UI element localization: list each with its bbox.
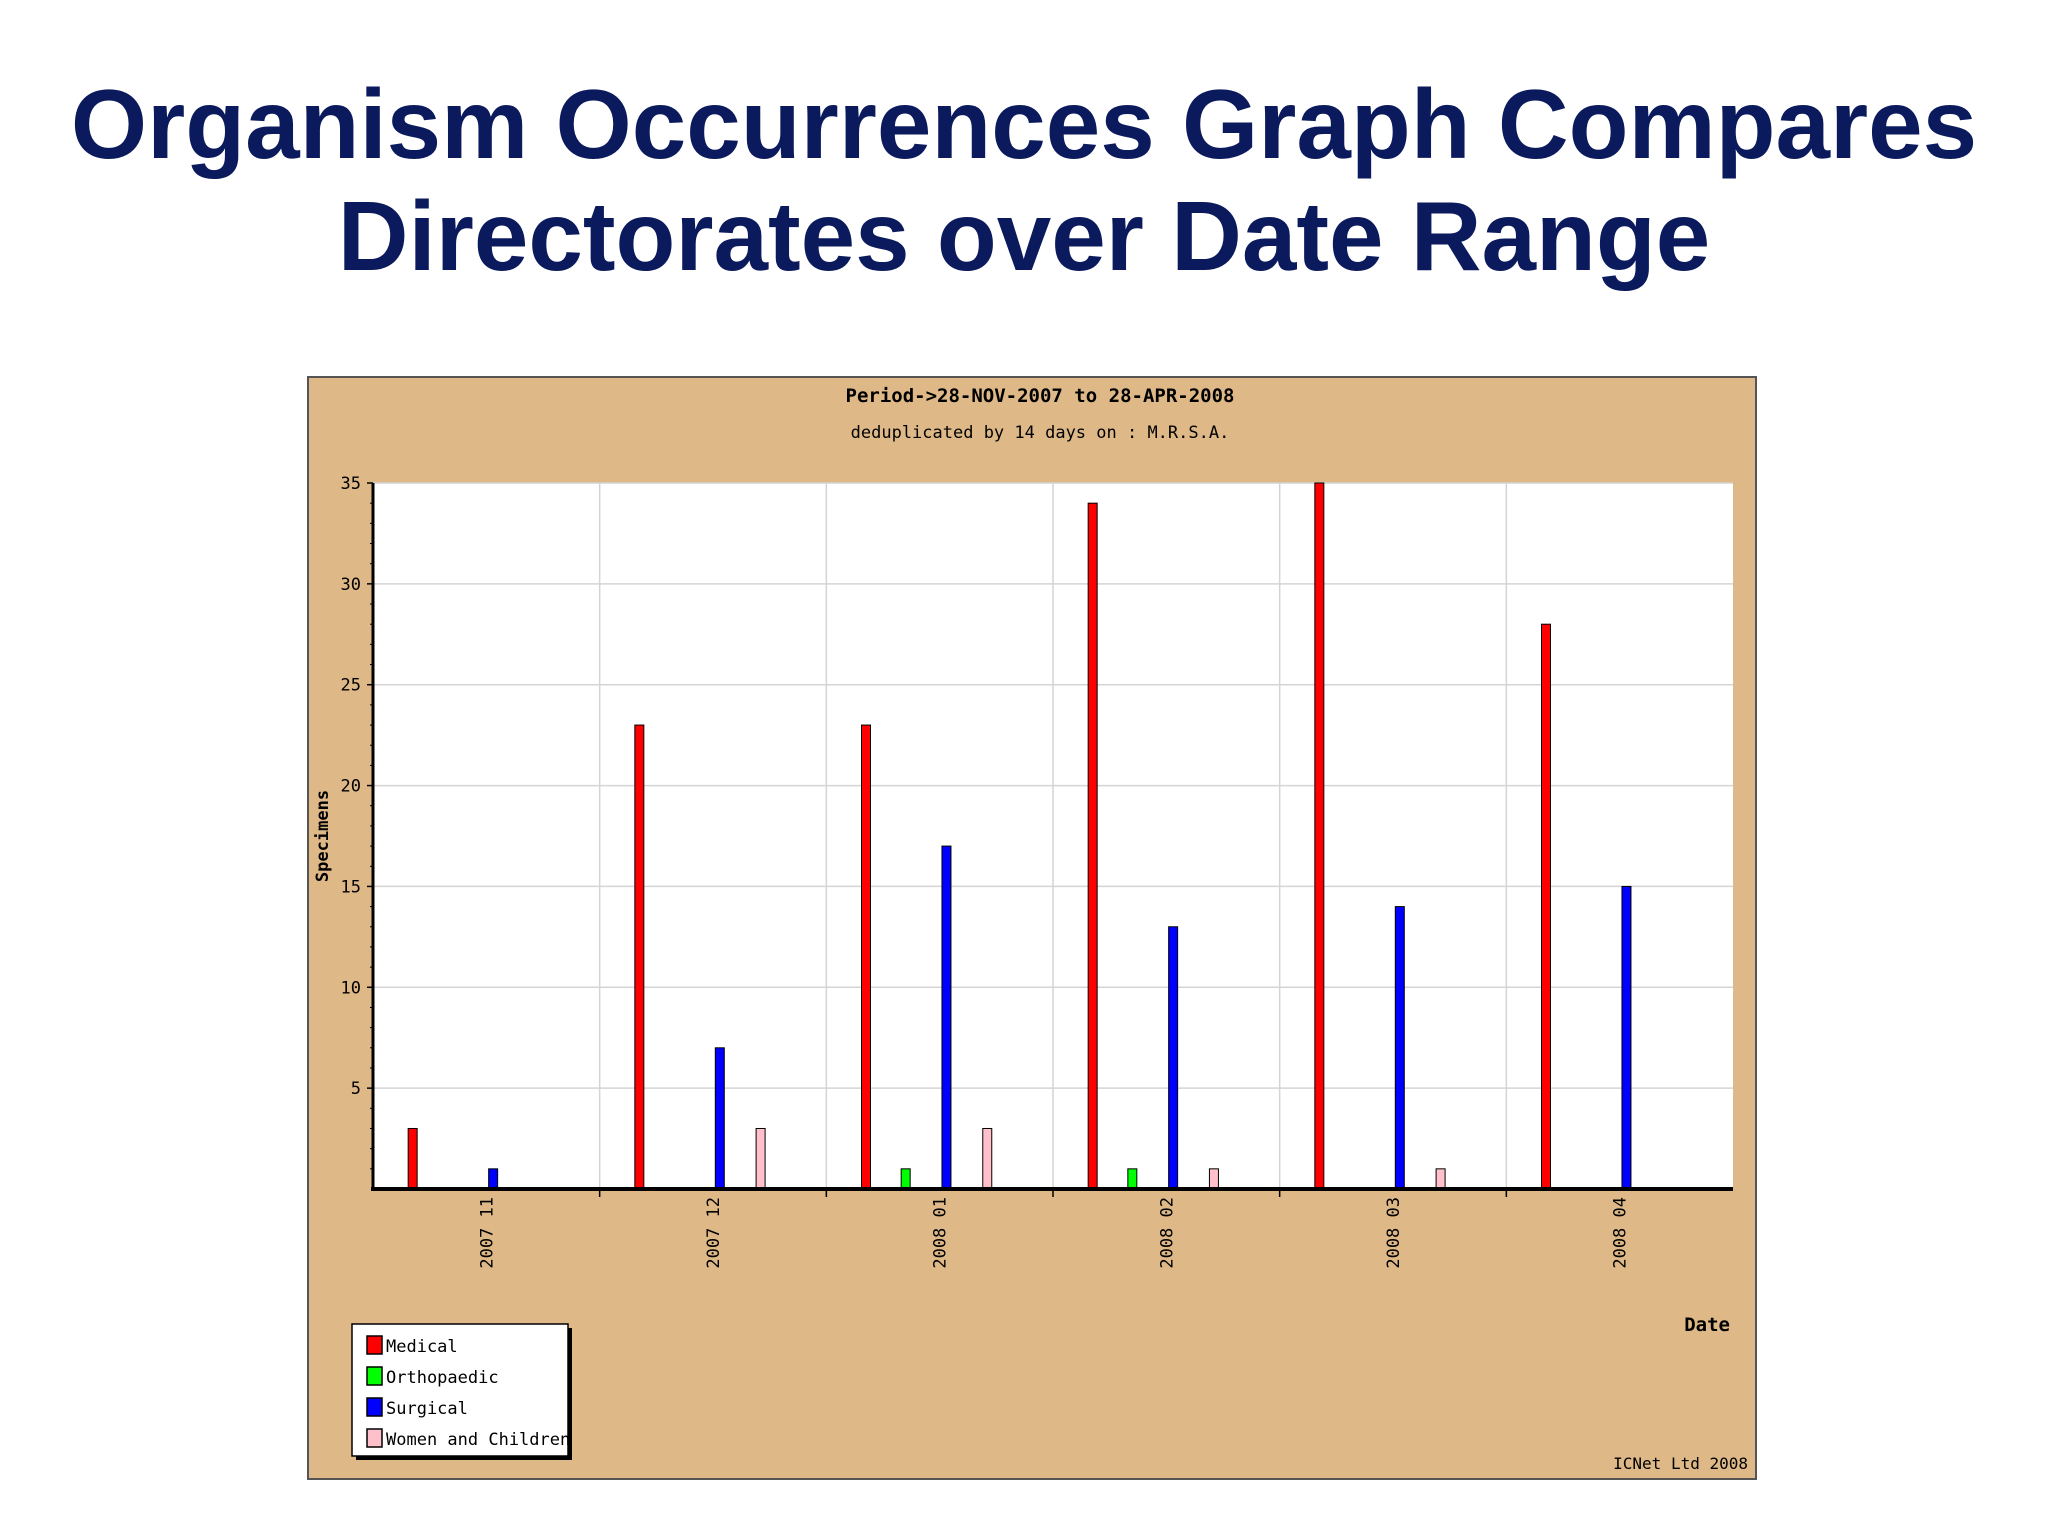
bar-medical [1087, 502, 1098, 1190]
x-axis-label: Date [1684, 1314, 1730, 1336]
bar-surgical [1394, 906, 1405, 1190]
legend-swatch [366, 1428, 383, 1448]
chart-credit: ICNet Ltd 2008 [1613, 1454, 1748, 1473]
legend-swatch [366, 1397, 383, 1417]
bar-orthopaedic [1127, 1168, 1138, 1190]
legend-items: Medical Orthopaedic Surgical Women and Chil… [366, 1335, 570, 1450]
x-tick-layer: 2007 11 2007 12 2008 01 2008 02 2008 03 2008 … [477, 1189, 1631, 1269]
x-tick-label: 2007 12 [704, 1197, 724, 1269]
bar-surgical [941, 845, 952, 1190]
y-axis-label: Specimens [313, 790, 333, 882]
bar-women-and-children [982, 1127, 993, 1190]
slide-title-line-2: Directorates over Date Range [337, 181, 1711, 291]
bar-surgical [488, 1168, 499, 1190]
y-tick-label: 5 [351, 1079, 361, 1099]
legend-label: Orthopaedic [386, 1368, 499, 1388]
legend-swatch [366, 1335, 383, 1355]
x-tick-label: 2008 01 [931, 1197, 951, 1269]
slide-title: Organism Occurrences Graph Compares Dire… [0, 68, 2048, 292]
y-tick-label: 35 [341, 474, 361, 494]
x-tick-label: 2008 02 [1157, 1197, 1177, 1269]
bar-medical [1541, 623, 1551, 1190]
bar-layer [407, 482, 1632, 1190]
y-tick-label: 10 [341, 978, 361, 998]
bar-surgical [1168, 926, 1179, 1190]
legend-swatch [366, 1366, 383, 1386]
x-tick-label: 2007 11 [477, 1197, 497, 1269]
chart-title: Period->28-NOV-2007 to 28-APR-2008 [846, 385, 1235, 407]
bar-medical [861, 724, 871, 1190]
bar-women-and-children [1435, 1168, 1446, 1190]
bar-women-and-children [1208, 1168, 1219, 1190]
y-tick-layer: 5 10 15 20 25 30 35 [341, 474, 373, 1170]
y-tick-label: 20 [341, 777, 361, 797]
slide-title-line-1: Organism Occurrences Graph Compares [70, 69, 1978, 179]
chart-subtitle: deduplicated by 14 days on : M.R.S.A. [851, 423, 1230, 443]
bar-medical [634, 724, 645, 1190]
bar-surgical [714, 1047, 725, 1190]
y-tick-label: 15 [341, 877, 361, 897]
x-tick-label: 2008 04 [1611, 1197, 1631, 1269]
y-tick-label: 30 [341, 575, 361, 595]
bar-medical [407, 1127, 418, 1190]
legend-label: Surgical [386, 1399, 468, 1419]
bar-orthopaedic [900, 1168, 911, 1190]
grid-layer [373, 482, 1733, 1189]
legend-label: Medical [386, 1337, 458, 1357]
bar-medical [1314, 482, 1325, 1190]
bar-women-and-children [755, 1127, 766, 1190]
legend-box [351, 1323, 569, 1457]
legend-label: Women and Children [386, 1430, 570, 1450]
y-tick-label: 25 [341, 676, 361, 696]
x-tick-label: 2008 03 [1384, 1197, 1404, 1269]
legend: Medical Orthopaedic Surgical Women and Chil… [351, 1323, 572, 1460]
bar-surgical [1621, 885, 1632, 1190]
